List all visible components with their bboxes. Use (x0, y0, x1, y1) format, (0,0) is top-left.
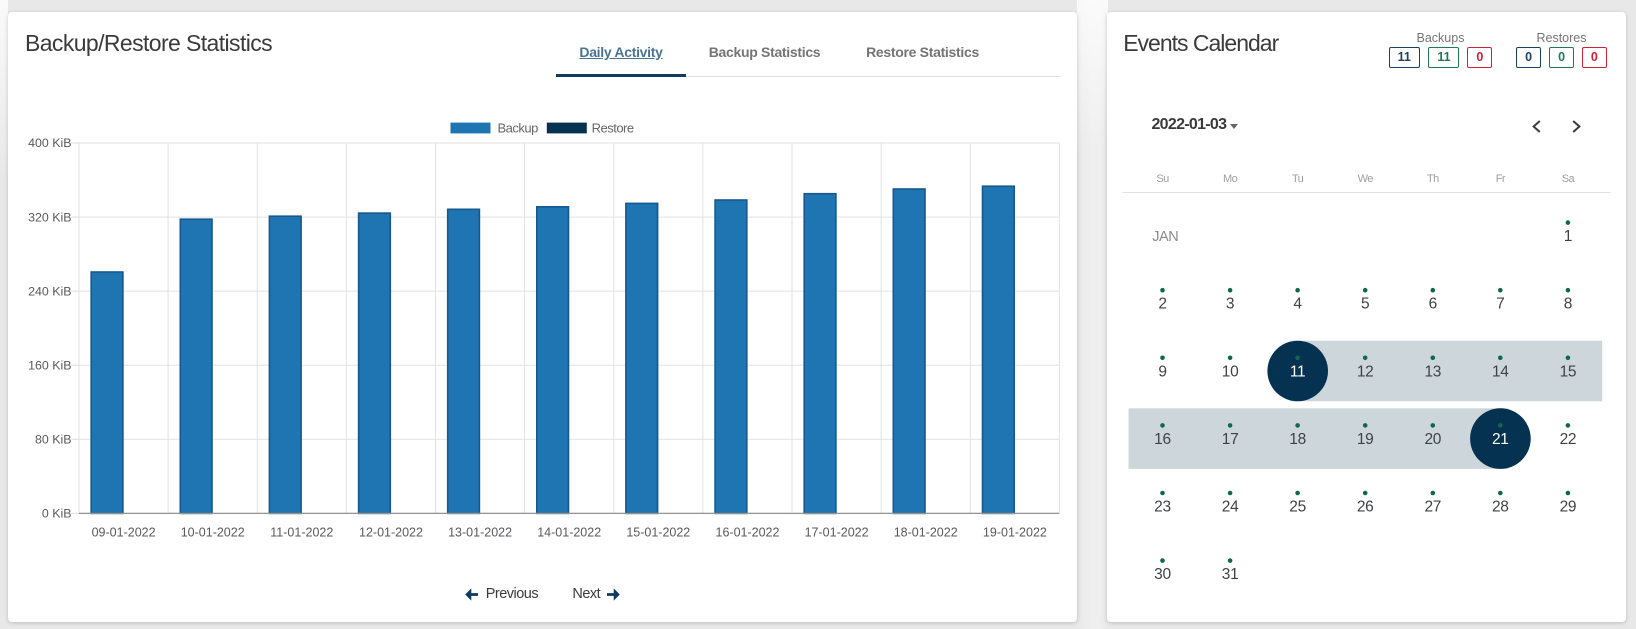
svg-text:Tu: Tu (1292, 173, 1304, 185)
svg-text:17-01-2022: 17-01-2022 (805, 526, 869, 540)
svg-text:24: 24 (1222, 499, 1239, 516)
svg-text:12: 12 (1357, 363, 1374, 380)
svg-text:23: 23 (1154, 499, 1171, 516)
svg-text:13-01-2022: 13-01-2022 (448, 526, 512, 540)
svg-text:8: 8 (1564, 296, 1572, 313)
svg-text:240 KiB: 240 KiB (28, 284, 71, 298)
svg-text:21: 21 (1492, 431, 1509, 448)
svg-text:JAN: JAN (1152, 229, 1178, 245)
svg-text:10-01-2022: 10-01-2022 (181, 526, 245, 540)
svg-text:320 KiB: 320 KiB (28, 210, 71, 224)
svg-text:Th: Th (1427, 173, 1439, 185)
svg-text:27: 27 (1425, 499, 1442, 516)
svg-text:400 KiB: 400 KiB (28, 136, 71, 150)
svg-text:160 KiB: 160 KiB (28, 358, 71, 372)
svg-text:Su: Su (1157, 173, 1170, 185)
svg-text:09-01-2022: 09-01-2022 (92, 526, 156, 540)
svg-text:19: 19 (1357, 431, 1374, 448)
svg-text:15-01-2022: 15-01-2022 (626, 526, 690, 540)
svg-text:17: 17 (1222, 431, 1239, 448)
svg-text:16-01-2022: 16-01-2022 (716, 526, 780, 540)
svg-text:Sa: Sa (1562, 173, 1576, 185)
svg-text:11: 11 (1290, 363, 1306, 380)
svg-text:18: 18 (1290, 431, 1307, 448)
svg-text:29: 29 (1560, 499, 1577, 516)
svg-text:12-01-2022: 12-01-2022 (359, 526, 423, 540)
svg-text:16: 16 (1154, 431, 1171, 448)
svg-text:7: 7 (1496, 296, 1504, 313)
svg-text:6: 6 (1429, 296, 1437, 313)
svg-text:80 KiB: 80 KiB (35, 433, 72, 447)
svg-text:18-01-2022: 18-01-2022 (894, 526, 958, 540)
svg-text:20: 20 (1425, 431, 1442, 448)
svg-text:4: 4 (1294, 296, 1303, 313)
svg-text:We: We (1358, 173, 1374, 185)
svg-text:14-01-2022: 14-01-2022 (537, 526, 601, 540)
svg-text:22: 22 (1560, 431, 1577, 448)
svg-text:30: 30 (1154, 566, 1171, 583)
svg-text:28: 28 (1492, 499, 1509, 516)
svg-text:14: 14 (1492, 363, 1509, 380)
svg-text:11-01-2022: 11-01-2022 (270, 526, 333, 540)
svg-text:Mo: Mo (1223, 173, 1238, 185)
svg-text:3: 3 (1226, 296, 1234, 313)
svg-text:9: 9 (1159, 363, 1167, 380)
svg-text:26: 26 (1357, 499, 1374, 516)
svg-text:1: 1 (1564, 228, 1572, 245)
svg-text:10: 10 (1222, 363, 1239, 380)
svg-text:15: 15 (1560, 363, 1577, 380)
svg-text:13: 13 (1425, 363, 1442, 380)
svg-text:0 KiB: 0 KiB (42, 507, 72, 521)
svg-text:2: 2 (1159, 296, 1167, 313)
svg-text:31: 31 (1222, 566, 1239, 583)
svg-text:Fr: Fr (1496, 173, 1506, 185)
svg-text:Backup: Backup (498, 120, 539, 135)
svg-text:25: 25 (1290, 499, 1307, 516)
svg-text:5: 5 (1361, 296, 1369, 313)
svg-text:Restore: Restore (592, 120, 634, 135)
svg-text:19-01-2022: 19-01-2022 (983, 526, 1047, 540)
